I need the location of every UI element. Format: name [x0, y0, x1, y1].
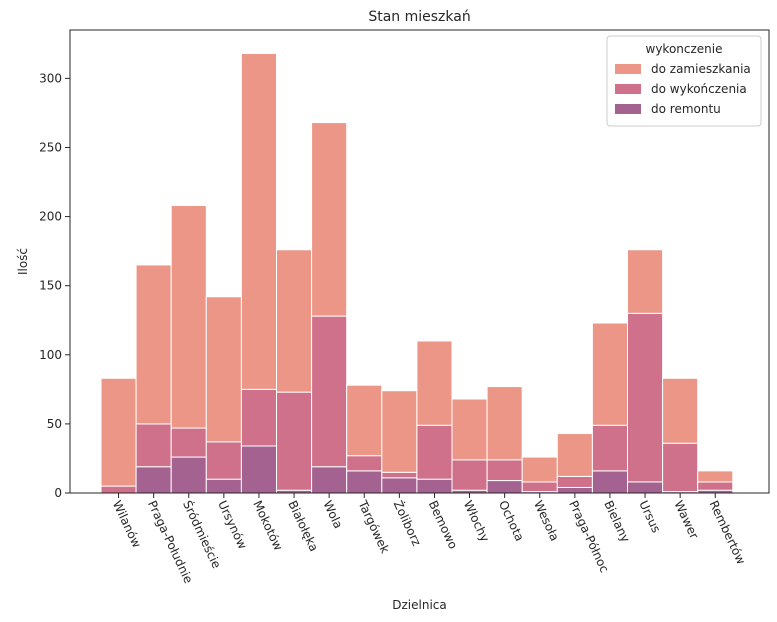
bar-segment	[205, 478, 242, 494]
y-tick-label: 250	[39, 140, 62, 154]
x-tick-label: Targówek	[355, 497, 392, 555]
chart-title: Stan mieszkań	[368, 9, 470, 25]
bar-segment	[697, 481, 734, 491]
bar-segment	[170, 205, 207, 429]
bar-segment	[135, 264, 172, 425]
bar-segment	[662, 442, 699, 493]
bar-segment	[100, 485, 137, 494]
bar-segment	[591, 322, 629, 426]
bar-segment	[311, 122, 348, 317]
bar-segment	[416, 478, 453, 494]
legend-frame	[606, 35, 762, 127]
y-tick-label: 300	[39, 71, 62, 85]
bar-segment	[662, 377, 699, 444]
y-axis: 0 50 100 150 200 250 300	[39, 71, 70, 500]
x-tick-label: Białołęka	[285, 498, 321, 553]
legend: wykonczenie do zamieszkania do wykończeni…	[606, 35, 762, 127]
bar-segment	[451, 459, 488, 491]
bar-segment	[276, 249, 313, 393]
bar-segment	[100, 377, 137, 487]
bar-segment	[240, 445, 277, 494]
x-tick-label: Wilanów	[110, 498, 144, 550]
bars-group	[100, 52, 734, 494]
bar-segment	[381, 477, 418, 494]
bar-segment	[311, 466, 348, 494]
bar-segment	[486, 386, 523, 461]
bar-segment	[627, 312, 664, 483]
bar-segment	[170, 427, 207, 458]
bar-segment	[556, 486, 593, 494]
bar-segment	[627, 249, 664, 314]
x-tick-label: Wesoła	[531, 498, 562, 543]
x-tick-label: Włochy	[461, 498, 492, 544]
bar-segment	[381, 390, 418, 473]
y-axis-label: Ilość	[16, 248, 30, 275]
bar-segment	[697, 470, 734, 483]
y-tick-label: 0	[54, 486, 62, 500]
bar-segment	[240, 388, 277, 447]
y-tick-label: 100	[39, 348, 62, 362]
x-tick-label: Bielany	[601, 498, 632, 544]
x-tick-label: Ursus	[636, 498, 663, 535]
bar-segment	[346, 470, 383, 494]
bar-segment	[486, 480, 523, 494]
x-tick-label: Ochota	[496, 498, 527, 543]
legend-swatch	[615, 64, 641, 74]
bar-segment	[205, 441, 242, 480]
y-tick-label: 200	[39, 210, 62, 224]
x-tick-label: Mokotów	[250, 498, 285, 552]
bar-segment	[346, 455, 383, 472]
x-axis-label: Dzielnica	[392, 598, 446, 612]
legend-swatch	[615, 84, 641, 94]
x-tick-label: Ursynów	[215, 498, 250, 551]
legend-entry-label: do zamieszkania	[651, 62, 751, 76]
bar-segment	[135, 466, 172, 494]
y-tick-label: 50	[47, 417, 62, 431]
bar-segment	[346, 384, 383, 457]
legend-entry-label: do remontu	[651, 102, 721, 116]
plot-frame	[69, 29, 770, 494]
legend-entry-label: do wykończenia	[651, 82, 747, 96]
x-tick-label: Bemowo	[426, 498, 461, 551]
bar-segment	[416, 340, 453, 426]
bar-segment	[521, 456, 558, 483]
x-tick-label: Rembertów	[707, 498, 749, 566]
bar-segment	[276, 391, 313, 491]
bar-segment	[135, 423, 172, 468]
y-tick-label: 150	[39, 279, 62, 293]
bar-segment	[591, 470, 629, 494]
legend-title: wykonczenie	[646, 42, 723, 56]
x-tick-label: Wola	[320, 498, 345, 530]
x-tick-label: Wawer	[671, 498, 701, 541]
bar-segment	[556, 475, 593, 488]
bar-segment	[627, 481, 664, 494]
bar-segment	[556, 433, 593, 477]
bar-segment	[486, 459, 523, 482]
bar-segment	[451, 398, 488, 461]
bar-segment	[416, 424, 453, 480]
bar-segment	[170, 456, 207, 494]
bar-segment	[521, 481, 558, 493]
bar-segment	[240, 52, 277, 390]
bar-segment	[591, 424, 629, 472]
x-tick-label: Żoliborz	[391, 498, 425, 548]
bar-segment	[311, 315, 348, 468]
bar-segment	[205, 296, 242, 443]
legend-swatch	[615, 104, 641, 114]
bar-segment	[381, 471, 418, 479]
